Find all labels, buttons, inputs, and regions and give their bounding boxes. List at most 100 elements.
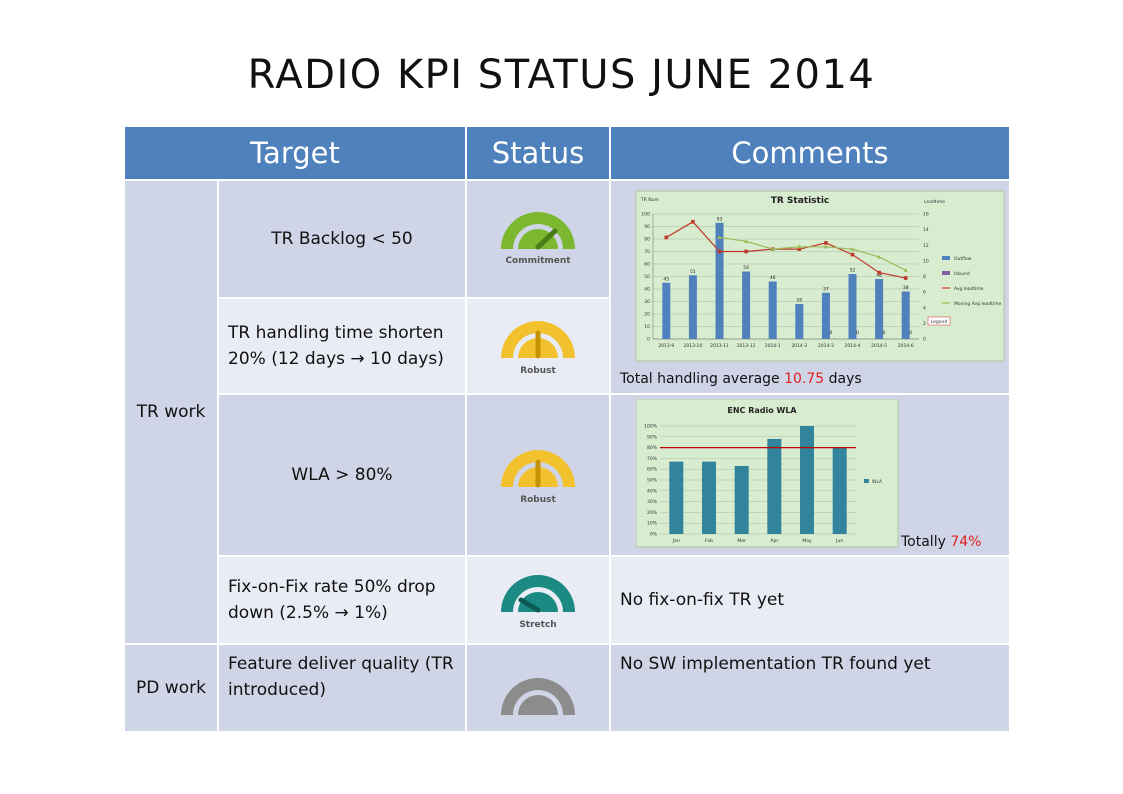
status-cell: Robust bbox=[465, 297, 611, 395]
gauge-label: Commitment bbox=[505, 256, 571, 266]
status-cell: Robust bbox=[465, 393, 611, 557]
y-tick-label: 70 bbox=[644, 249, 650, 255]
group-pd-work: PD work bbox=[123, 643, 219, 733]
series-moving-avg-leadtime-point bbox=[850, 246, 855, 251]
x-tick-label: 2014-5 bbox=[871, 343, 887, 349]
x-tick-label: Jan bbox=[672, 538, 680, 544]
inactive-gauge-icon bbox=[501, 678, 575, 715]
comment-text: days bbox=[824, 371, 862, 387]
y-axis-label: TR Num bbox=[640, 197, 659, 203]
target-cell: Feature deliver quality (TR introduced) bbox=[217, 643, 467, 733]
bar-wla bbox=[767, 438, 782, 534]
data-label: 0 bbox=[829, 330, 832, 336]
comment-cell: TR Statistic TR Num Leadtime 0 10 20 30 40 50 60 7… bbox=[609, 179, 1011, 395]
x-tick-label: 2014-2 bbox=[791, 343, 807, 349]
series-avg-leadtime-point bbox=[877, 270, 881, 275]
target-cell: Fix-on-Fix rate 50% drop down (2.5% → 1%… bbox=[217, 555, 467, 645]
series-moving-avg-leadtime-point bbox=[743, 239, 749, 243]
handling-average-comment: Total handling average 10.75 days bbox=[620, 371, 862, 387]
y-tick-label: 60% bbox=[647, 467, 658, 473]
legend-label: Inbund bbox=[954, 271, 970, 277]
chart-title: TR Statistic bbox=[771, 196, 830, 206]
y2-tick-label: 16 bbox=[923, 212, 929, 218]
bar-outflow bbox=[901, 291, 910, 339]
bar-wla bbox=[669, 461, 684, 534]
data-label: 0 bbox=[856, 330, 859, 336]
commitment-gauge-icon: Commitment bbox=[501, 212, 575, 266]
data-label: 45 bbox=[663, 276, 669, 282]
table-header-row: Target Status Comments bbox=[123, 125, 1011, 181]
comment-text: Total handling average bbox=[620, 371, 785, 387]
x-tick-label: May bbox=[802, 538, 812, 544]
gauge-label: Stretch bbox=[519, 620, 556, 630]
series-moving-avg-leadtime-point bbox=[903, 268, 908, 272]
x-tick-label: 2013-10 bbox=[683, 343, 702, 349]
y-tick-label: 30 bbox=[644, 299, 650, 305]
table-row: Fix-on-Fix rate 50% drop down (2.5% → 1%… bbox=[124, 555, 1011, 645]
series-moving-avg-leadtime-point bbox=[717, 235, 722, 240]
wla-total-comment: Totally 74% bbox=[901, 534, 981, 550]
status-cell: Stretch bbox=[465, 555, 611, 645]
data-label: 93 bbox=[717, 216, 723, 222]
y2-tick-label: 8 bbox=[923, 274, 926, 280]
data-label: 46 bbox=[770, 275, 776, 281]
series-avg-leadtime-point bbox=[824, 241, 828, 245]
bar-outflow bbox=[715, 222, 724, 339]
legend-swatch-inbund bbox=[942, 271, 950, 275]
series-moving-avg-leadtime-point bbox=[797, 244, 802, 249]
y-tick-label: 50 bbox=[644, 274, 650, 280]
y-tick-label: 100% bbox=[644, 424, 658, 430]
status-cell bbox=[465, 643, 611, 733]
gauge-label: Robust bbox=[520, 366, 556, 376]
data-label: 0 bbox=[909, 330, 912, 336]
x-tick-label: 2013-12 bbox=[737, 343, 756, 349]
table-row: WLA > 80% Robust ENC Radio WLA 0% 10% 20% 30… bbox=[124, 393, 1011, 557]
y-tick-label: 30% bbox=[647, 499, 658, 505]
bar-outflow bbox=[662, 282, 671, 339]
data-label: 28 bbox=[796, 298, 802, 304]
y-tick-label: 10 bbox=[644, 324, 650, 330]
x-tick-label: 2014-1 bbox=[765, 343, 781, 349]
x-tick-label: Feb bbox=[705, 538, 713, 544]
x-tick-label: Apr bbox=[770, 538, 778, 544]
bar-wla bbox=[702, 461, 716, 534]
legend-label: Moving Avg leadtime bbox=[954, 301, 1001, 307]
target-cell: TR handling time shorten 20% (12 days → … bbox=[217, 297, 467, 395]
y-tick-label: 40 bbox=[644, 287, 650, 293]
y-tick-label: 90 bbox=[644, 224, 650, 230]
kpi-status-table: Target Status Comments TR work TR Backlo… bbox=[123, 125, 1011, 733]
bar-outflow bbox=[821, 292, 830, 339]
bar-outflow bbox=[848, 274, 857, 339]
header-comments: Comments bbox=[609, 125, 1011, 181]
x-tick-label: Jun bbox=[835, 538, 843, 544]
y-tick-label: 50% bbox=[647, 478, 658, 484]
legend-swatch-outflow bbox=[942, 256, 950, 260]
comment-text: Totally bbox=[901, 534, 951, 550]
status-cell: Commitment bbox=[465, 179, 611, 299]
y2-axis-label: Leadtime bbox=[924, 199, 945, 205]
y2-tick-label: 2 bbox=[923, 321, 926, 327]
wla-chart: ENC Radio WLA 0% 10% 20% 30% 40% 50% 60% 70% 80% 9… bbox=[636, 399, 899, 548]
robust-gauge-icon: Robust bbox=[501, 450, 575, 505]
legend-label: Avg leadtime bbox=[954, 286, 984, 292]
data-label: 52 bbox=[850, 268, 856, 274]
bar-wla bbox=[734, 465, 749, 534]
y-tick-label: 20 bbox=[644, 312, 650, 318]
x-tick-label: 2014-3 bbox=[818, 343, 834, 349]
x-tick-label: 2014-4 bbox=[845, 343, 861, 349]
y2-tick-label: 6 bbox=[923, 290, 926, 296]
header-status: Status bbox=[465, 125, 611, 181]
legend-button-label: Legend bbox=[931, 319, 948, 325]
table-row: PD work Feature deliver quality (TR intr… bbox=[123, 643, 1011, 733]
comment-value: 74% bbox=[950, 534, 982, 550]
bar-wla bbox=[800, 426, 814, 534]
bar-outflow bbox=[875, 279, 884, 339]
series-moving-avg-leadtime bbox=[719, 236, 906, 271]
data-label: 38 bbox=[903, 285, 909, 291]
x-tick-label: 2013-9 bbox=[658, 343, 674, 349]
y2-tick-label: 12 bbox=[923, 243, 929, 249]
y-tick-label: 60 bbox=[644, 262, 650, 268]
y2-tick-label: 14 bbox=[923, 227, 929, 233]
gauge-label: Robust bbox=[520, 495, 556, 505]
